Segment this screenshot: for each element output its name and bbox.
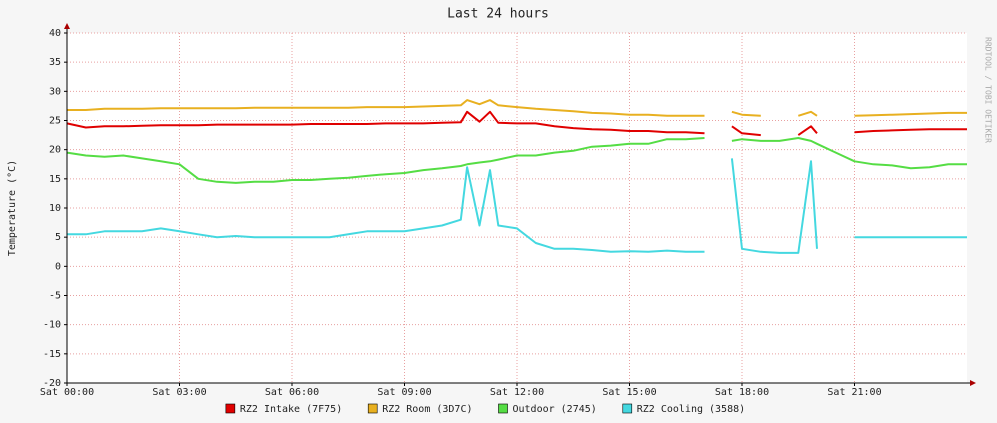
series-line (67, 99, 967, 117)
lines (66, 99, 967, 254)
series-line (66, 137, 967, 184)
x-tick-label: Sat 03:00 (152, 387, 206, 398)
legend: RZ2 Intake (7F75) RZ2 Room (3D7C) Outdoor … (225, 403, 745, 415)
legend-swatch (498, 403, 508, 414)
y-tick-label: 30 (49, 86, 61, 97)
x-tick-label: Sat 00:00 (40, 387, 94, 398)
series-line (66, 110, 967, 137)
y-tick-label: -10 (43, 320, 61, 331)
y-tick-label: 5 (55, 232, 61, 243)
legend-swatch (225, 403, 236, 414)
x-tick-label: Sat 18:00 (715, 387, 769, 398)
y-tick-label: -15 (43, 349, 61, 360)
legend-swatch (622, 403, 633, 414)
x-tick-label: Sat 09:00 (377, 387, 431, 398)
y-tick-label: -20 (43, 378, 61, 389)
y-tick-label: 15 (49, 174, 61, 185)
series-line (67, 158, 967, 254)
y-tick-label: 20 (49, 145, 61, 156)
y-tick-label: 10 (49, 203, 61, 214)
y-tick-label: 40 (49, 28, 61, 39)
y-tick-label: 35 (49, 57, 61, 68)
legend-label: Outdoor (2745) (513, 404, 597, 415)
y-tick-label: -5 (49, 291, 61, 302)
x-tick-label: Sat 15:00 (602, 387, 656, 398)
x-tick-label: Sat 06:00 (265, 387, 319, 398)
x-tick-label: Sat 21:00 (827, 387, 881, 398)
x-tick-label: Sat 12:00 (490, 387, 544, 398)
watermark: RRDTOOL / TOBI OETIKER (984, 37, 993, 143)
legend-label: RZ2 Cooling (3588) (637, 404, 745, 415)
x-arrow (970, 380, 976, 386)
y-tick-label: 0 (55, 261, 61, 272)
y-arrow (64, 23, 70, 29)
chart-title: Last 24 hours (447, 7, 549, 22)
legend-label: RZ2 Intake (7F75) (240, 404, 342, 415)
y-tick-label: 25 (49, 116, 61, 127)
y-axis-label: Temperature (°C) (7, 160, 18, 256)
legend-swatch (367, 403, 378, 414)
legend-label: RZ2 Room (3D7C) (382, 404, 472, 415)
